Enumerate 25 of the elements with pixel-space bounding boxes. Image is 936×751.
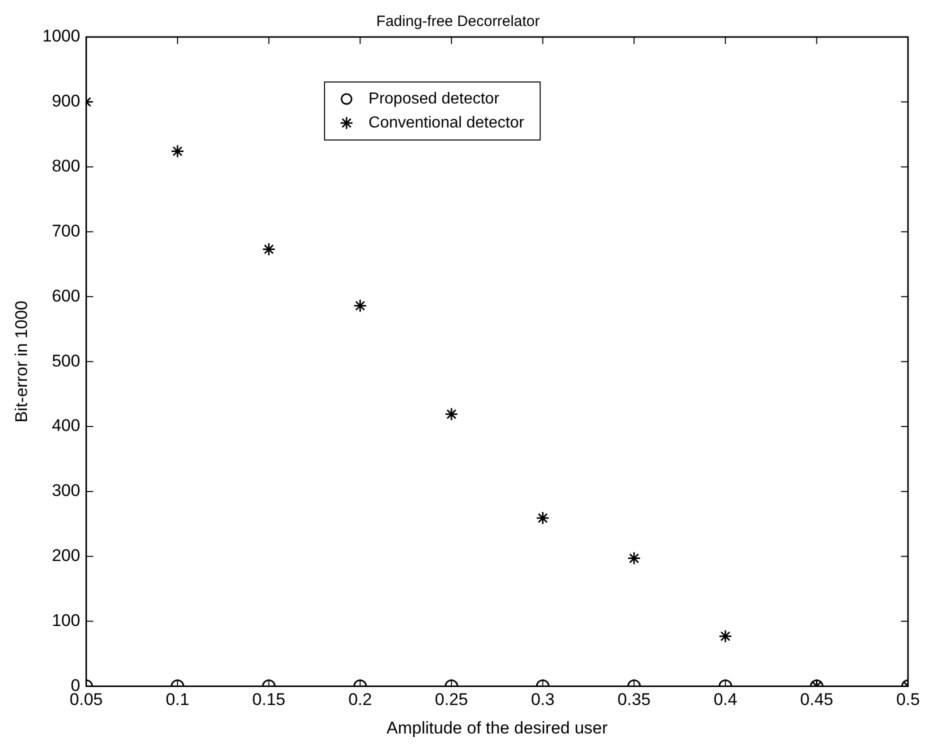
- y-tick-label: 900: [52, 92, 80, 111]
- x-tick-label: 0.2: [348, 690, 372, 710]
- x-tick-label: 0.45: [800, 690, 834, 710]
- x-tick-label: 0.5: [896, 690, 920, 710]
- x-tick-label: 0.1: [166, 690, 190, 710]
- y-tick-label: 1000: [42, 26, 80, 46]
- x-tick-label: 0.15: [252, 690, 286, 710]
- y-tick-label: 600: [52, 286, 80, 306]
- legend-label: Conventional detector: [368, 114, 525, 132]
- x-axis-title: Amplitude of the desired user: [386, 718, 608, 738]
- x-tick-label: 0.35: [618, 690, 651, 710]
- x-tick-label: 0.05: [70, 690, 103, 710]
- chart-title: Fading-free Decorrelator: [376, 13, 540, 30]
- y-tick-label: 300: [52, 481, 80, 500]
- y-tick-label: 500: [52, 351, 80, 370]
- y-axis-title: Bit-error in 1000: [12, 300, 31, 423]
- legend-label: Proposed detector: [368, 90, 500, 108]
- x-tick-label: 0.25: [434, 690, 468, 710]
- y-tick-label: 100: [52, 610, 80, 630]
- y-tick-label: 800: [52, 156, 80, 176]
- y-tick-label: 700: [52, 221, 80, 240]
- x-tick-label: 0.4: [714, 690, 738, 710]
- y-tick-label: 200: [52, 546, 80, 566]
- y-tick-label: 400: [52, 416, 80, 436]
- x-tick-label: 0.3: [530, 690, 555, 710]
